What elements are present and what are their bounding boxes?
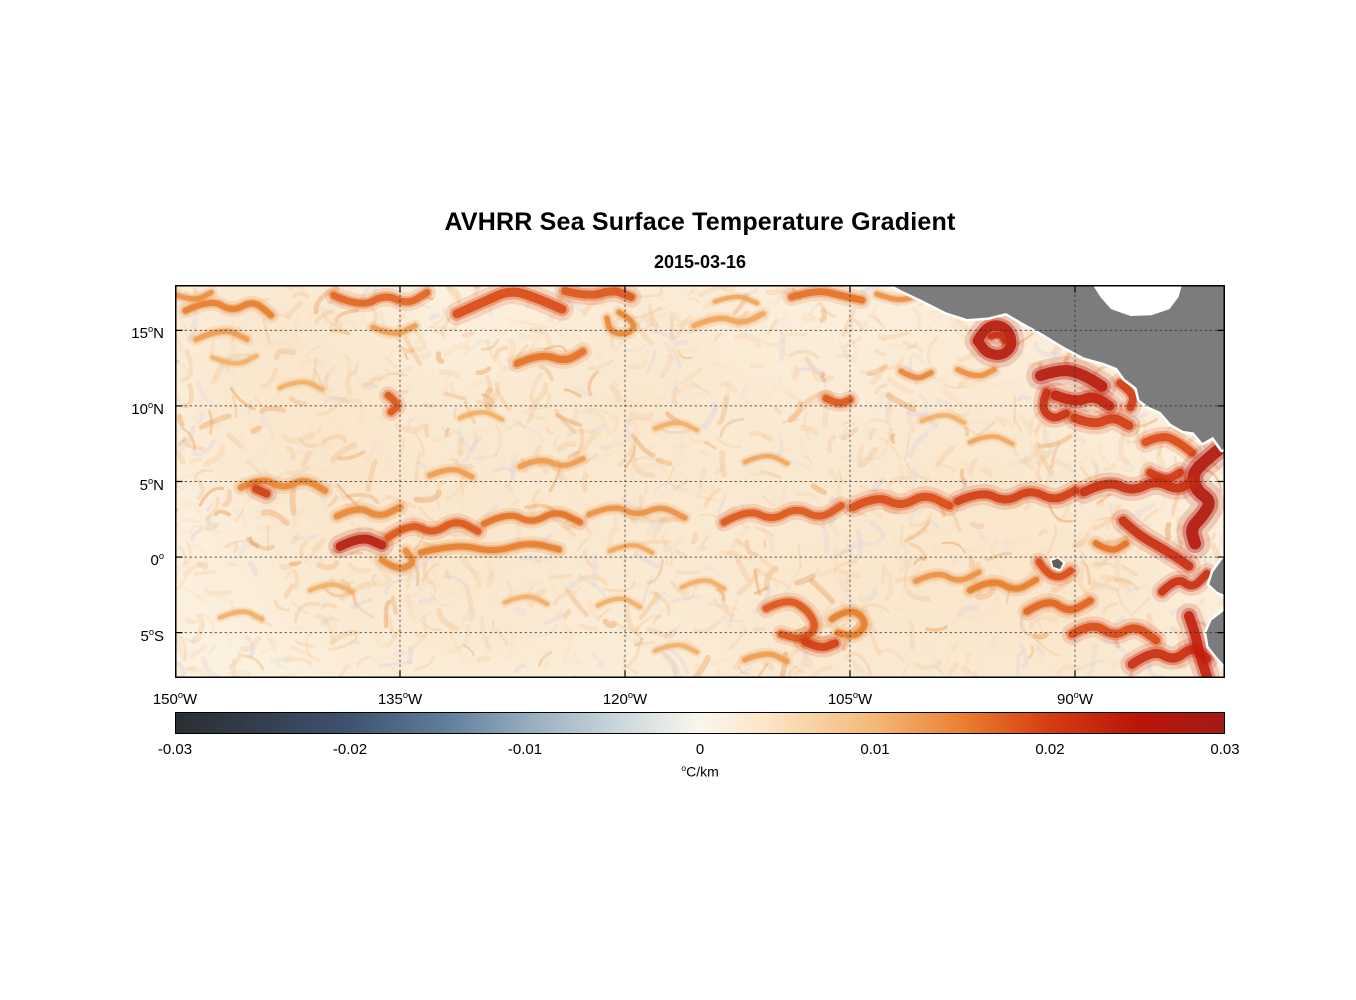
unit-text: C/km — [686, 763, 719, 780]
colorbar-tick-label: 0 — [695, 741, 705, 758]
colorbar-unit-label: oC/km — [640, 763, 760, 780]
colorbar-tick-label: -0.03 — [157, 741, 193, 758]
figure-date: 2015-03-16 — [653, 252, 747, 272]
colorbar-tick-label: -0.01 — [507, 741, 543, 758]
figure-title: AVHRR Sea Surface Temperature Gradient — [444, 208, 956, 236]
y-tick-label: 5oN — [139, 475, 164, 494]
y-tick-label: 15oN — [131, 324, 164, 343]
colorbar-tick-label: -0.02 — [332, 741, 368, 758]
x-tick-label: 90oW — [1056, 690, 1094, 708]
colorbar-tick-label: 0.02 — [1035, 741, 1065, 758]
x-tick-label: 105oW — [827, 690, 873, 708]
colorbar-tick-label: 0.03 — [1210, 741, 1240, 758]
y-tick-label: 5oS — [140, 626, 164, 645]
colorbar-tick-label: 0.01 — [860, 741, 890, 758]
map-plot — [175, 285, 1225, 678]
x-tick-label: 120oW — [602, 690, 648, 708]
colorbar — [175, 712, 1225, 734]
degree-symbol: o — [681, 763, 687, 773]
y-tick-label: 10oN — [131, 399, 164, 418]
x-tick-label: 135oW — [377, 690, 423, 708]
x-tick-label: 150oW — [152, 690, 198, 708]
sst-gradient-map-canvas — [175, 285, 1225, 678]
y-tick-label: 0o — [150, 551, 164, 570]
